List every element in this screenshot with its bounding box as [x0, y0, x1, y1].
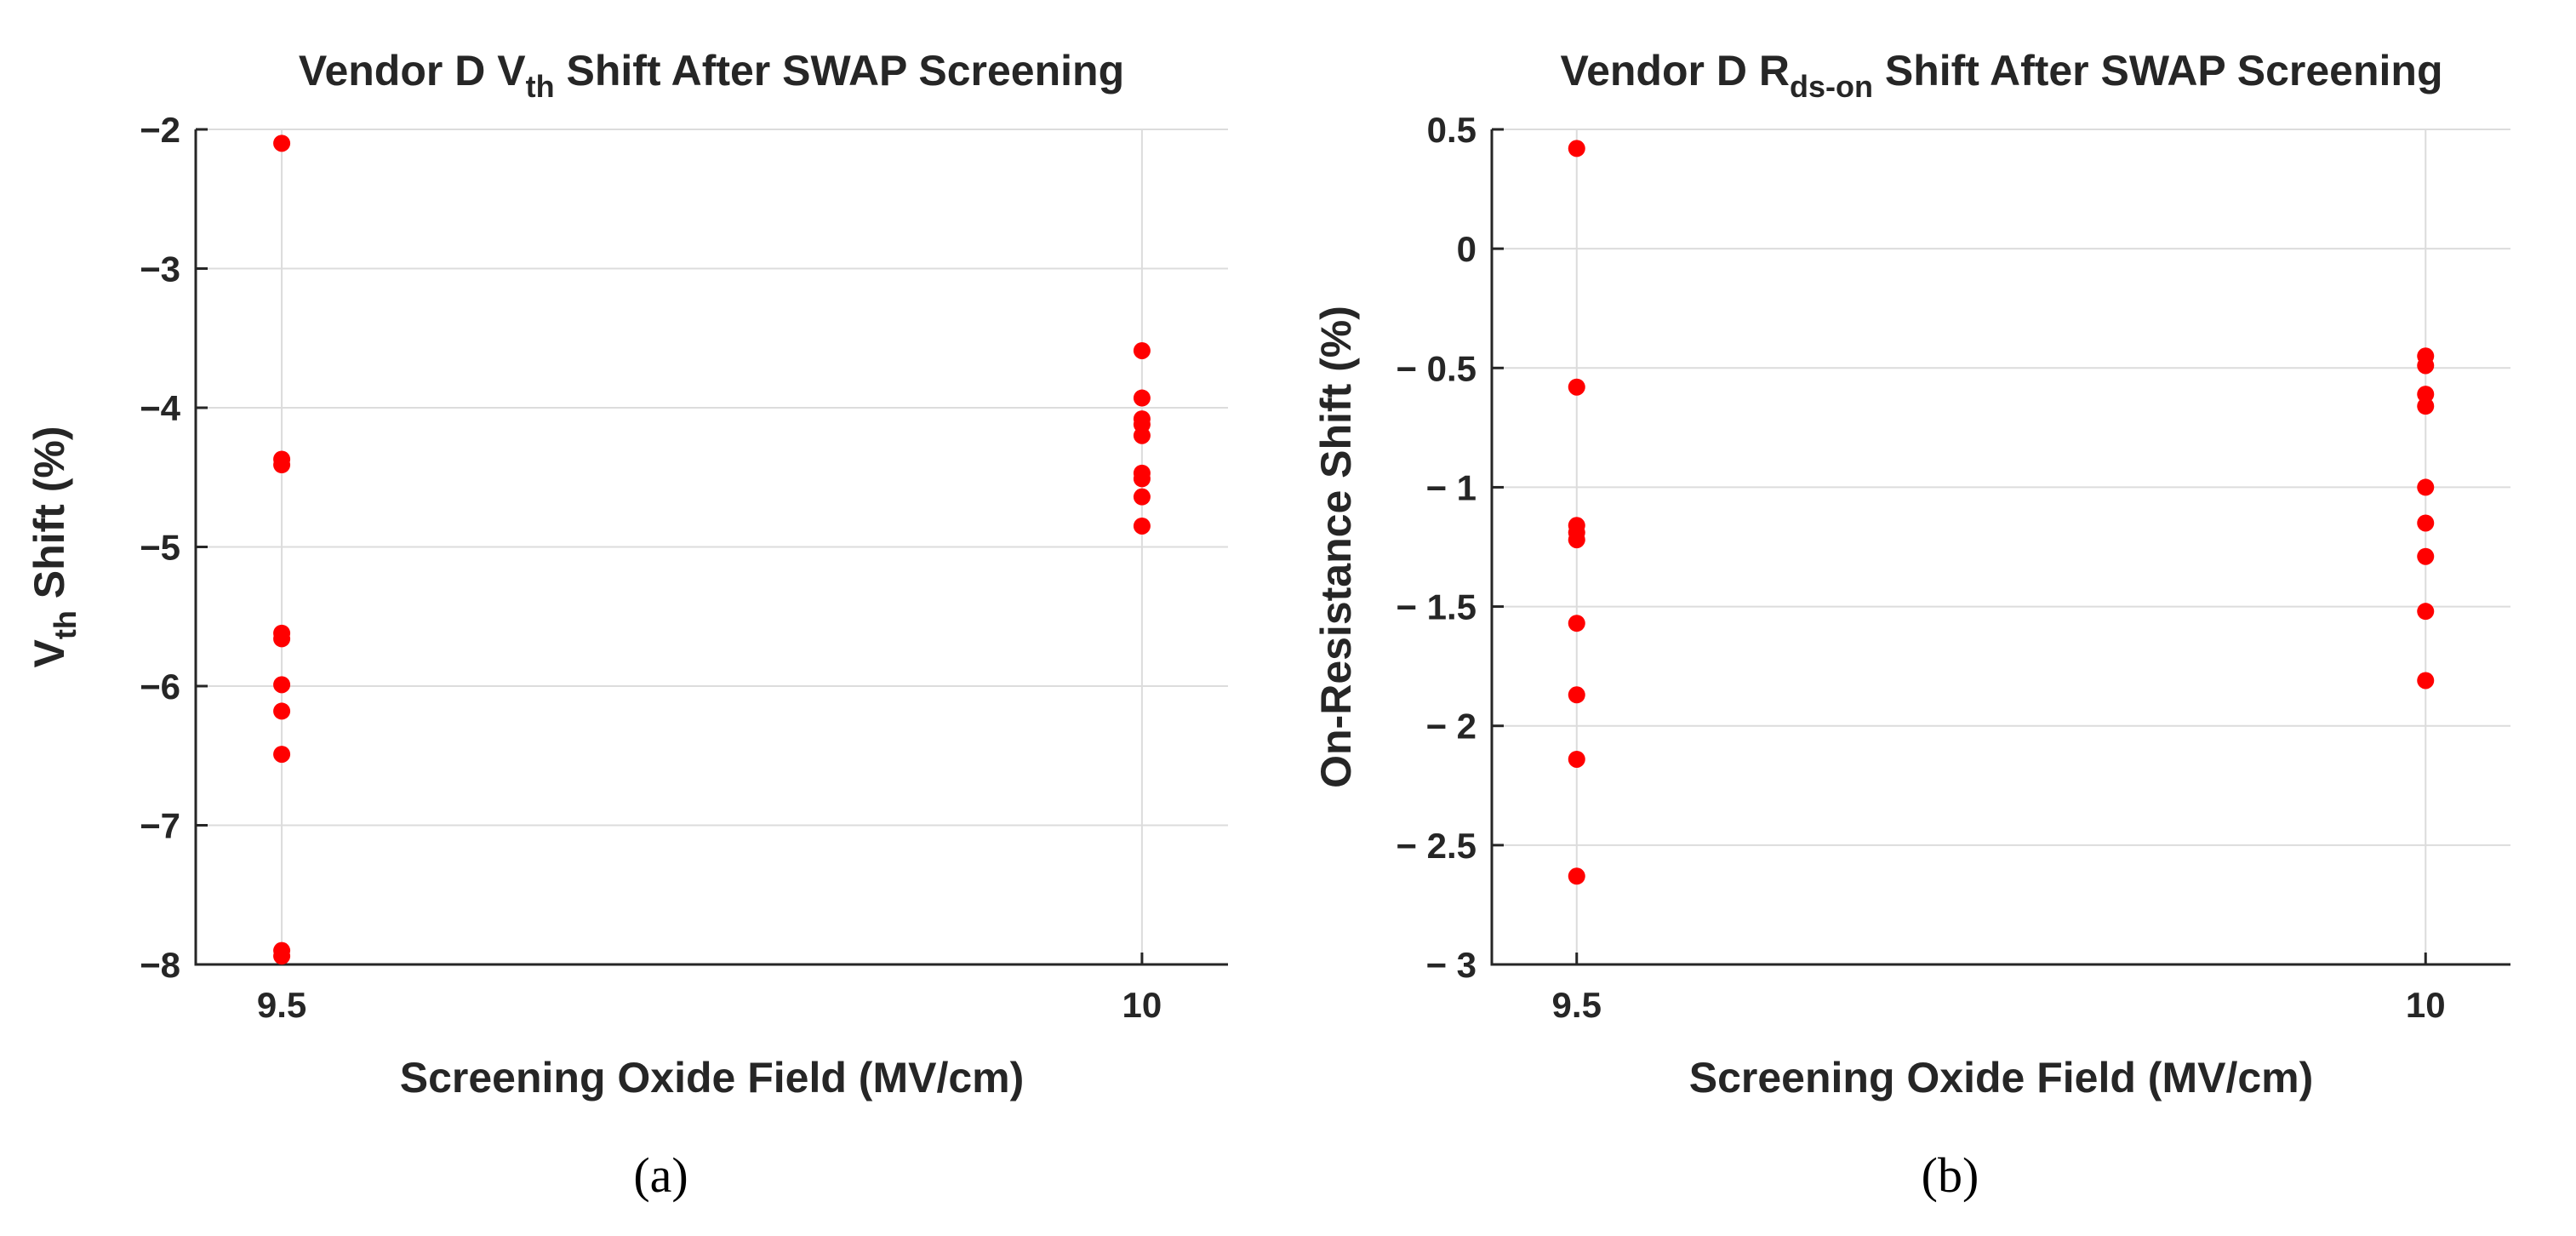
y-tick-label: −4 — [140, 388, 181, 428]
y-axis-label: Vth Shift (%) — [26, 426, 83, 668]
data-point — [1133, 470, 1151, 488]
y-tick-label: − 1 — [1425, 467, 1476, 507]
y-tick-label: 0 — [1457, 229, 1476, 269]
data-point — [1133, 426, 1151, 444]
data-point — [1568, 867, 1585, 885]
data-point — [2417, 672, 2435, 690]
panel-label: (b) — [1922, 1147, 1979, 1203]
data-point — [273, 746, 291, 764]
axes-frame — [1490, 129, 2510, 966]
data-point — [1568, 750, 1585, 768]
data-point — [273, 630, 291, 648]
x-tick-label: 9.5 — [1552, 985, 1602, 1025]
y-tick-label: −7 — [140, 806, 180, 846]
y-tick-label: − 2 — [1425, 707, 1476, 747]
data-point — [2417, 514, 2435, 532]
x-axis-label: Screening Oxide Field (MV/cm) — [1689, 1054, 2314, 1102]
x-tick-label: 9.5 — [257, 985, 306, 1025]
chart-panel-b: − 3 − 2.5 − 2 − 1.5 − 1 − 0.5 0 0.5 9.5 10 Vendor … — [1312, 47, 2510, 1203]
data-point — [2417, 398, 2435, 415]
data-point — [1133, 488, 1151, 506]
chart-title: Vendor D Rds-on Shift After SWAP Screeni… — [1560, 47, 2442, 104]
data-point — [273, 676, 291, 694]
y-tick-label: −8 — [140, 945, 180, 985]
data-point — [1133, 389, 1151, 407]
data-point — [2417, 357, 2435, 375]
data-point — [273, 947, 291, 965]
panel-label: (a) — [633, 1147, 688, 1203]
y-tick-label: 0.5 — [1427, 110, 1476, 150]
x-axis-label: Screening Oxide Field (MV/cm) — [400, 1054, 1025, 1102]
y-tick-label: −5 — [140, 528, 180, 568]
data-point — [1568, 615, 1585, 632]
data-point — [1568, 531, 1585, 549]
y-axis-label: On-Resistance Shift (%) — [1312, 306, 1360, 788]
data-point — [2417, 603, 2435, 621]
data-point — [273, 702, 291, 720]
chart-title: Vendor D Vth Shift After SWAP Screening — [299, 47, 1124, 104]
data-point — [273, 134, 291, 152]
y-tick-label: −2 — [140, 110, 180, 150]
y-tick-label: − 3 — [1425, 945, 1476, 985]
data-point — [1568, 378, 1585, 396]
y-tick-label: − 2.5 — [1396, 826, 1476, 866]
chart-panel-a: −8 −7 −6 −5 −4 −3 −2 9.5 10 Vendor D Vth Shift Af… — [26, 47, 1228, 1203]
y-tick-label: −3 — [140, 249, 180, 289]
data-point — [1133, 341, 1151, 359]
data-point — [2417, 547, 2435, 565]
x-tick-label: 10 — [1122, 985, 1162, 1025]
data-point — [2417, 478, 2435, 496]
data-point — [273, 456, 291, 474]
y-tick-label: − 0.5 — [1396, 348, 1476, 388]
data-point — [2417, 386, 2435, 403]
data-point — [1568, 686, 1585, 704]
x-tick-label: 10 — [2406, 985, 2446, 1025]
y-tick-label: − 1.5 — [1396, 587, 1476, 627]
data-point — [1568, 140, 1585, 157]
data-point — [1133, 517, 1151, 535]
y-tick-label: −6 — [140, 667, 180, 707]
